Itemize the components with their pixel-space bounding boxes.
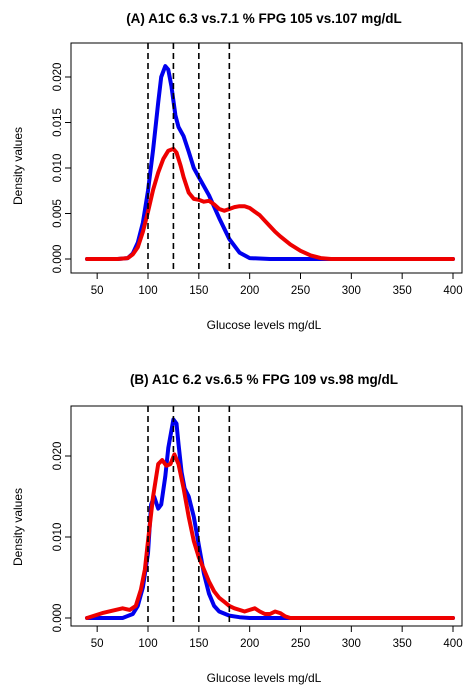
y-axis-label: Density values (11, 127, 25, 205)
chart-title: (A) A1C 6.3 vs.7.1 % FPG 105 vs.107 mg/d… (126, 11, 402, 26)
y-tick-label: 0.020 (52, 442, 64, 471)
x-tick-label: 200 (240, 638, 259, 650)
x-tick-label: 250 (291, 638, 310, 650)
x-tick-label: 50 (91, 285, 104, 297)
x-tick-label: 100 (138, 638, 157, 650)
x-axis-label: Glucose levels mg/dL (207, 318, 322, 332)
x-tick-label: 50 (91, 638, 104, 650)
plot-frame (70, 405, 463, 627)
y-tick-label: 0.010 (52, 523, 64, 552)
chart-title: (B) A1C 6.2 vs.6.5 % FPG 109 vs.98 mg/dL (130, 372, 398, 387)
x-tick-label: 300 (342, 285, 361, 297)
x-tick-label: 350 (393, 285, 412, 297)
density-line-red (85, 146, 455, 261)
plot-frame (70, 42, 463, 274)
density-line-blue (85, 64, 455, 261)
x-axis-label: Glucose levels mg/dL (207, 671, 322, 685)
x-tick-label: 100 (138, 285, 157, 297)
chart-panel-a: (A) A1C 6.3 vs.7.1 % FPG 105 vs.107 mg/d… (11, 11, 463, 332)
x-tick-label: 300 (342, 638, 361, 650)
y-tick-label: 0.000 (52, 245, 64, 274)
x-tick-label: 400 (443, 638, 462, 650)
y-tick-label: 0.015 (52, 108, 64, 137)
y-axis-label: Density values (11, 488, 25, 566)
y-tick-label: 0.005 (52, 199, 64, 228)
x-tick-label: 200 (240, 285, 259, 297)
y-tick-label: 0.020 (52, 63, 64, 92)
y-tick-label: 0.010 (52, 154, 64, 183)
x-tick-label: 400 (443, 285, 462, 297)
chart-panel-b: (B) A1C 6.2 vs.6.5 % FPG 109 vs.98 mg/dL… (11, 372, 463, 685)
density-line-red (85, 452, 455, 620)
x-tick-label: 350 (393, 638, 412, 650)
x-tick-label: 150 (189, 285, 208, 297)
y-tick-label: 0.000 (52, 604, 64, 633)
x-tick-label: 150 (189, 638, 208, 650)
x-tick-label: 250 (291, 285, 310, 297)
